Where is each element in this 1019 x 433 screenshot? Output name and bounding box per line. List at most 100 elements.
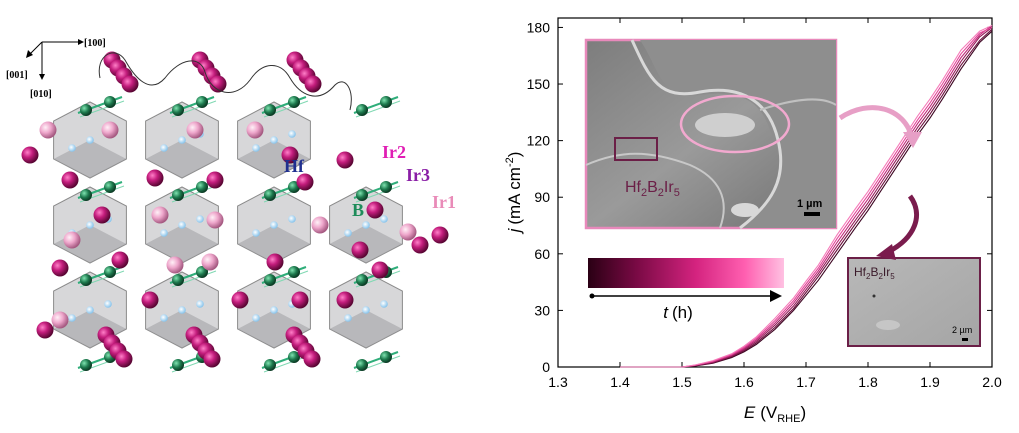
b-atom [356,189,368,201]
series-lines [620,25,993,368]
sem-small-sub1: 2 [866,272,871,281]
sem-large-hf: Hf [625,179,642,196]
sem-particle-2 [731,203,759,217]
ir1-atom [186,121,204,139]
ir3-atom [51,259,69,277]
y-axis-ticks: 0 30 60 90 120 150 180 [527,19,992,375]
arrow-head-large [903,132,922,148]
ir1-atom [399,223,417,241]
hf-atom [86,136,94,144]
b-atom [104,266,116,278]
polarization-chart: 0 30 60 90 120 150 180 1.3 1.4 1.5 1.6 1.7 1.8 1.9 2.… [504,17,1002,425]
b-atom [356,359,368,371]
hf-atom [178,306,186,314]
sem-small-b: B [870,265,878,279]
sem-large-label: Hf2B2Ir5 [625,179,680,199]
sem-small-ir: Ir [883,265,890,279]
sem-large-ir: Ir [664,179,674,196]
sem-small-sub3: 5 [890,272,895,281]
b-atom [264,359,276,371]
b-atom [380,181,392,193]
atom-layer [21,51,449,371]
x-tick-label: 1.8 [858,374,878,390]
axis-label-c: [010] [30,89,52,100]
ir3-atom [111,251,129,269]
ir3-atom [61,171,79,189]
ir3-atom [141,291,159,309]
x-tick-label: 1.5 [672,374,692,390]
b-atom [104,181,116,193]
sem-inset-large: Hf2B2Ir5 1 µm [584,38,838,230]
sem-small-hf: Hf [854,265,867,279]
hf-atom [362,306,370,314]
hf-atom [104,300,112,308]
hf-atom [270,306,278,314]
ir3-atom [206,171,224,189]
ir3-atom [21,146,39,164]
hf-atom [252,144,260,152]
x-tick-label: 1.3 [548,374,568,390]
b-atom [380,351,392,363]
y-axis-unit: (mA cm [505,167,524,225]
axis-triad: [100] [001] [010] [6,38,106,100]
y-tick-label: 180 [527,19,551,35]
sem-region-marker [614,137,658,161]
x-axis-unit: (V [760,403,778,422]
ir3-atom [281,146,299,164]
sem-large-scalebar-label: 1 µm [797,198,823,210]
x-axis-close: ) [800,403,806,422]
hf-atom [380,215,388,223]
wavy-outline [98,52,352,111]
hf-atom [252,229,260,237]
polyhedron-face [329,310,403,348]
arrow-to-small-inset [886,194,920,255]
ir3-atom [336,151,354,169]
hf-atom [86,306,94,314]
ir2-atom [303,350,321,368]
y-tick-label: 150 [527,76,551,92]
b-atom [264,104,276,116]
ir3-atom [336,291,354,309]
hf-atom [86,221,94,229]
ir3-atom [93,206,111,224]
y-axis-symbol: j [505,227,524,234]
x-tick-label: 1.6 [734,374,754,390]
label-ir1: Ir1 [432,192,456,212]
hf-atom [196,300,204,308]
sem-small-sub2: 2 [878,272,883,281]
ir1-atom [166,256,184,274]
x-axis-symbol: E [744,403,756,422]
sem-large-sub3: 5 [674,187,680,199]
y-tick-label: 30 [534,302,550,318]
hf-atom [380,300,388,308]
hf-atom [68,314,76,322]
ir3-atom [371,261,389,279]
ir3-atom [411,236,429,254]
sem-large-sub2: 2 [658,187,664,199]
ir1-atom [151,206,169,224]
ir1-atom [63,231,81,249]
axis-label-b: [001] [6,70,28,81]
b-atom [288,351,300,363]
y-axis-label: j (mA cm-2) [504,152,524,235]
ir2-atom [115,350,133,368]
b-atom [80,189,92,201]
b-atom [172,359,184,371]
b-atom [264,189,276,201]
sem-inset-small: Hf2B2Ir5 2 µm [847,257,981,347]
hf-atom [160,144,168,152]
hf-atom [288,130,296,138]
hf-atom [344,314,352,322]
label-hf: Hf [284,156,305,176]
ir3-atom [431,226,449,244]
ir2-atom [304,75,322,93]
axis-label-a: [100] [84,38,106,49]
hf-atom [288,215,296,223]
b-atom [288,266,300,278]
b-atom [380,96,392,108]
sem-large-b: B [647,179,658,196]
sem-small-pore [872,294,876,298]
b-atom [172,189,184,201]
ir1-atom [311,216,329,234]
ir1-atom [246,121,264,139]
